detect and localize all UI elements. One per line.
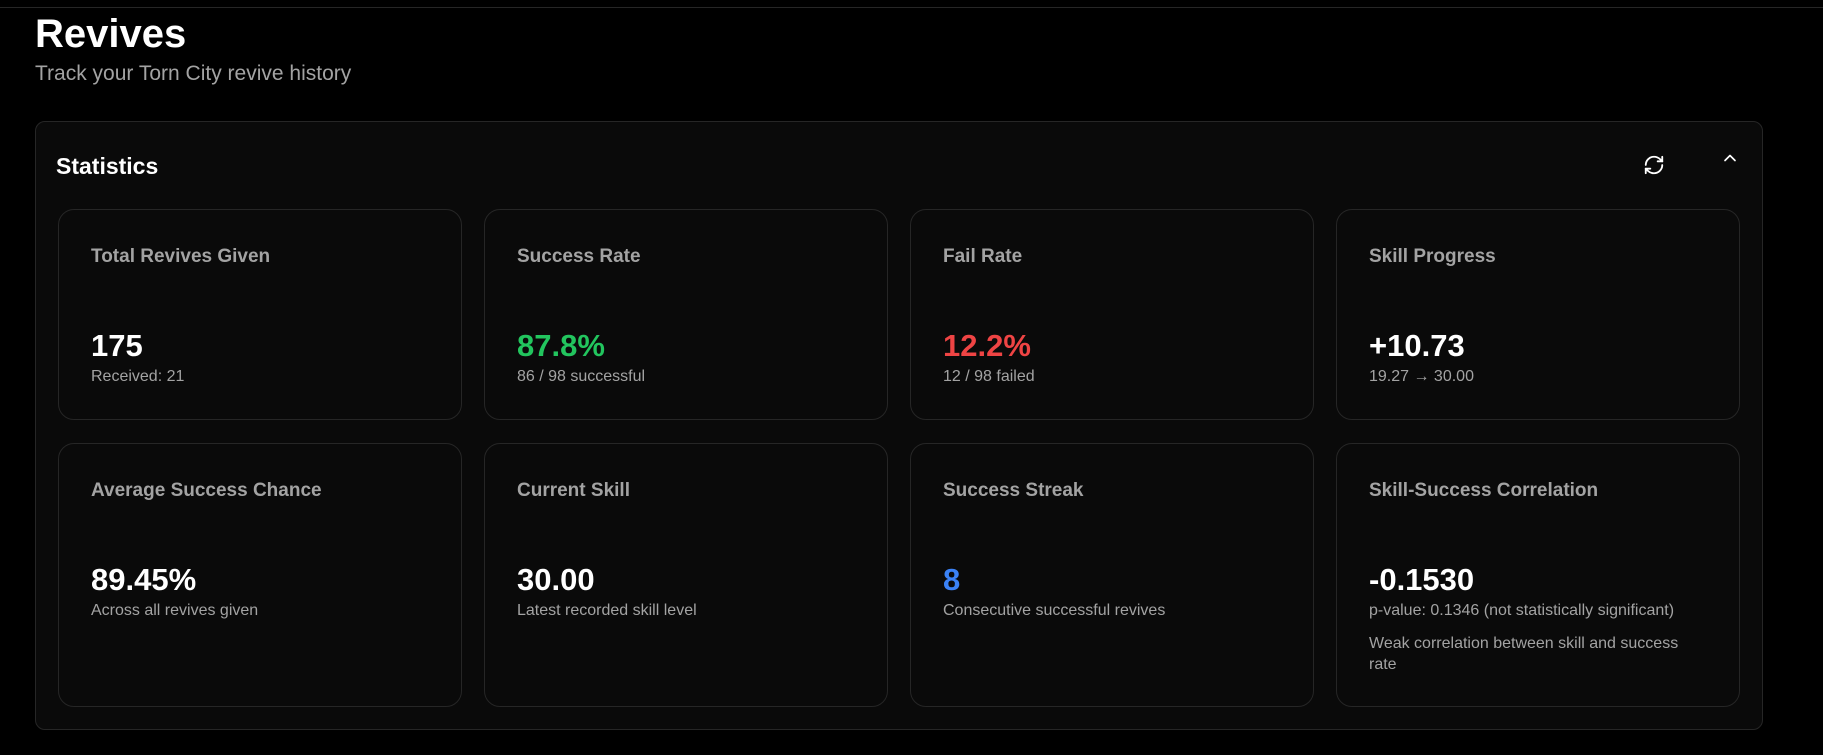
stat-label: Success Rate <box>517 246 641 267</box>
stat-value: 87.8% <box>517 328 605 363</box>
stat-label: Success Streak <box>943 480 1084 501</box>
stat-value: 8 <box>943 562 961 597</box>
stat-card-average-success-chance: Average Success Chance 89.45% Across all… <box>58 443 462 707</box>
stat-sub: 12 / 98 failed <box>943 368 1035 385</box>
top-divider <box>0 7 1823 8</box>
stat-label: Total Revives Given <box>91 246 271 267</box>
stat-label: Fail Rate <box>943 246 1023 267</box>
stat-card-skill-success-correlation: Skill-Success Correlation -0.1530 p-valu… <box>1336 443 1740 707</box>
stat-label: Skill Progress <box>1369 246 1496 267</box>
stat-card-total-revives: Total Revives Given 175 Received: 21 <box>58 209 462 420</box>
refresh-icon <box>1644 155 1664 175</box>
page-title: Revives <box>35 12 187 56</box>
collapse-button[interactable] <box>1715 143 1745 173</box>
stat-note: Weak correlation between skill and succe… <box>1369 635 1679 673</box>
stat-card-skill-progress: Skill Progress +10.73 19.27 → 30.00 <box>1336 209 1740 420</box>
stat-value: +10.73 <box>1369 328 1465 363</box>
stat-sub: Received: 21 <box>91 368 185 385</box>
stat-value: -0.1530 <box>1369 562 1475 597</box>
stat-card-current-skill: Current Skill 30.00 Latest recorded skil… <box>484 443 888 707</box>
chevron-up-icon <box>1724 154 1736 162</box>
stat-label: Skill-Success Correlation <box>1369 480 1599 501</box>
stat-value: 175 <box>91 328 143 363</box>
stat-card-fail-rate: Fail Rate 12.2% 12 / 98 failed <box>910 209 1314 420</box>
stat-card-success-streak: Success Streak 8 Consecutive successful … <box>910 443 1314 707</box>
stat-sub: Consecutive successful revives <box>943 602 1166 619</box>
refresh-button[interactable] <box>1639 150 1669 180</box>
statistics-title: Statistics <box>56 153 159 179</box>
stat-value: 30.00 <box>517 562 595 597</box>
stat-sub: Latest recorded skill level <box>517 602 697 619</box>
stat-sub: 86 / 98 successful <box>517 368 646 385</box>
page-subtitle: Track your Torn City revive history <box>35 62 352 85</box>
stat-label: Current Skill <box>517 480 630 501</box>
stat-sub: Across all revives given <box>91 602 259 619</box>
stat-sub: p-value: 0.1346 (not statistically signi… <box>1369 602 1675 619</box>
stat-value: 89.45% <box>91 562 197 597</box>
stats-grid: Total Revives Given 175 Received: 21 Suc… <box>58 209 1740 707</box>
stat-card-success-rate: Success Rate 87.8% 86 / 98 successful <box>484 209 888 420</box>
stat-sub: 19.27 → 30.00 <box>1369 368 1474 385</box>
stat-value: 12.2% <box>943 328 1031 363</box>
stat-label: Average Success Chance <box>91 480 322 501</box>
